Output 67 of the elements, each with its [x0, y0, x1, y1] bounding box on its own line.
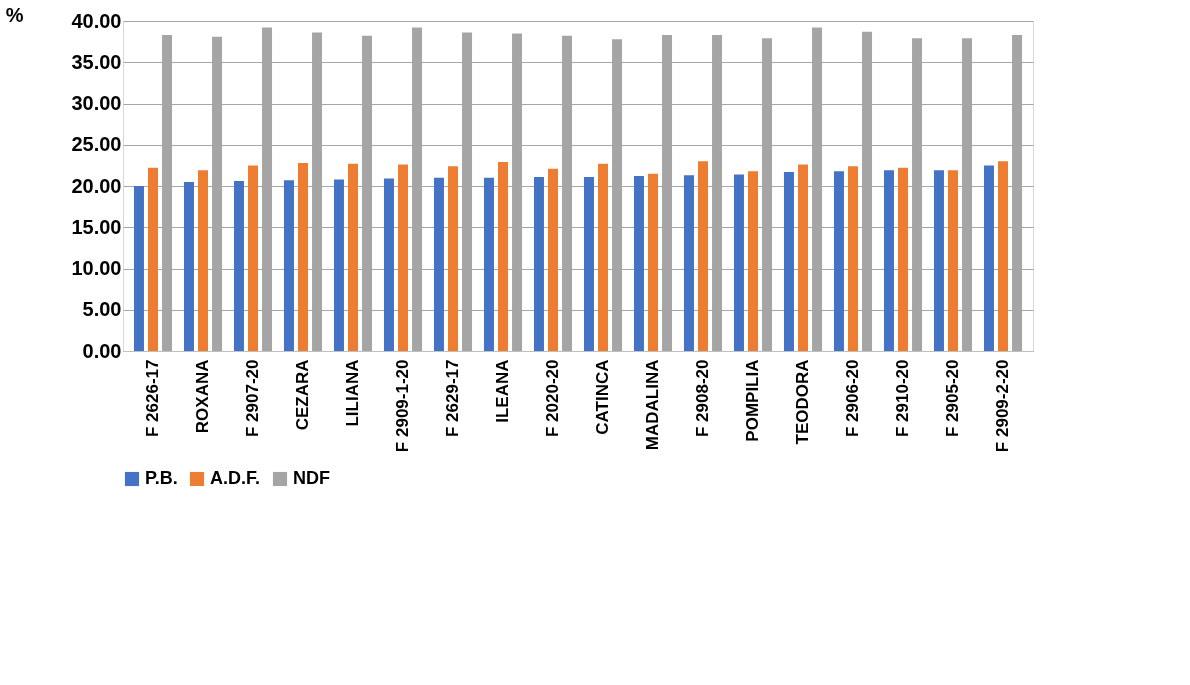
y-tick-label: 40.00 — [71, 9, 122, 32]
x-tick-label: F 2626-17 — [143, 359, 162, 437]
bar — [498, 162, 508, 351]
bar — [998, 161, 1008, 351]
bar — [683, 175, 694, 351]
bar — [733, 174, 744, 351]
bar — [533, 176, 544, 351]
bar — [398, 164, 408, 351]
x-tick-label: F 2909-2-20 — [993, 359, 1012, 453]
bar — [383, 178, 394, 351]
y-tick-label: 5.00 — [82, 298, 122, 321]
legend-label: P.B. — [145, 468, 178, 488]
x-tick-label: F 2020-20 — [543, 359, 562, 437]
bar — [883, 170, 894, 351]
x-tick-label: F 2910-20 — [893, 359, 912, 437]
bar — [348, 163, 358, 351]
bar — [148, 167, 158, 351]
bar — [848, 166, 858, 351]
bar — [248, 165, 258, 351]
x-tick-label: ROXANA — [193, 359, 212, 434]
x-tick-label: F 2629-17 — [443, 359, 462, 437]
bar — [198, 170, 208, 351]
bar — [633, 176, 644, 351]
legend-label: A.D.F. — [210, 468, 261, 488]
y-tick-label: 15.00 — [71, 215, 122, 238]
bar — [783, 171, 794, 351]
bar — [933, 170, 944, 351]
y-axis-title: % — [5, 3, 24, 26]
bar — [698, 161, 708, 351]
x-tick-label: F 2906-20 — [843, 359, 862, 437]
bar — [448, 166, 458, 351]
x-tick-label: F 2908-20 — [693, 359, 712, 437]
x-tick-label: POMPILIA — [743, 359, 762, 442]
bar — [833, 171, 844, 351]
bar — [483, 177, 494, 351]
x-tick-label: TEODORA — [793, 359, 812, 445]
y-tick-label: 30.00 — [71, 92, 122, 114]
bar — [583, 176, 594, 351]
y-tick-label: 20.00 — [71, 174, 122, 197]
bar — [298, 162, 308, 351]
x-tick-label: F 2905-20 — [943, 359, 962, 437]
bar — [433, 177, 444, 351]
x-tick-label: CEZARA — [293, 359, 312, 431]
legend-label: NDF — [293, 468, 330, 488]
bar — [948, 170, 958, 351]
bar — [748, 171, 758, 351]
y-tick-label: 10.00 — [71, 257, 122, 279]
x-tick-label: F 2907-20 — [243, 359, 262, 437]
x-tick-label: LILIANA — [343, 359, 362, 427]
x-tick-label: ILEANA — [493, 359, 512, 423]
y-tick-label: 0.00 — [82, 339, 122, 362]
bar — [333, 179, 344, 351]
bar — [548, 168, 558, 351]
y-tick-label: 25.00 — [71, 133, 122, 156]
bar — [898, 167, 908, 351]
bar — [983, 165, 994, 351]
x-tick-label: F 2909-1-20 — [393, 359, 412, 453]
x-tick-label: MADALINA — [643, 359, 662, 451]
x-tick-label: CATINCA — [593, 359, 612, 435]
bar — [798, 164, 808, 351]
bar — [598, 163, 608, 351]
bar — [648, 173, 658, 351]
bar — [233, 181, 244, 351]
bar — [133, 186, 144, 351]
bar — [183, 181, 194, 351]
bar — [283, 180, 294, 351]
y-tick-label: 35.00 — [71, 50, 122, 73]
